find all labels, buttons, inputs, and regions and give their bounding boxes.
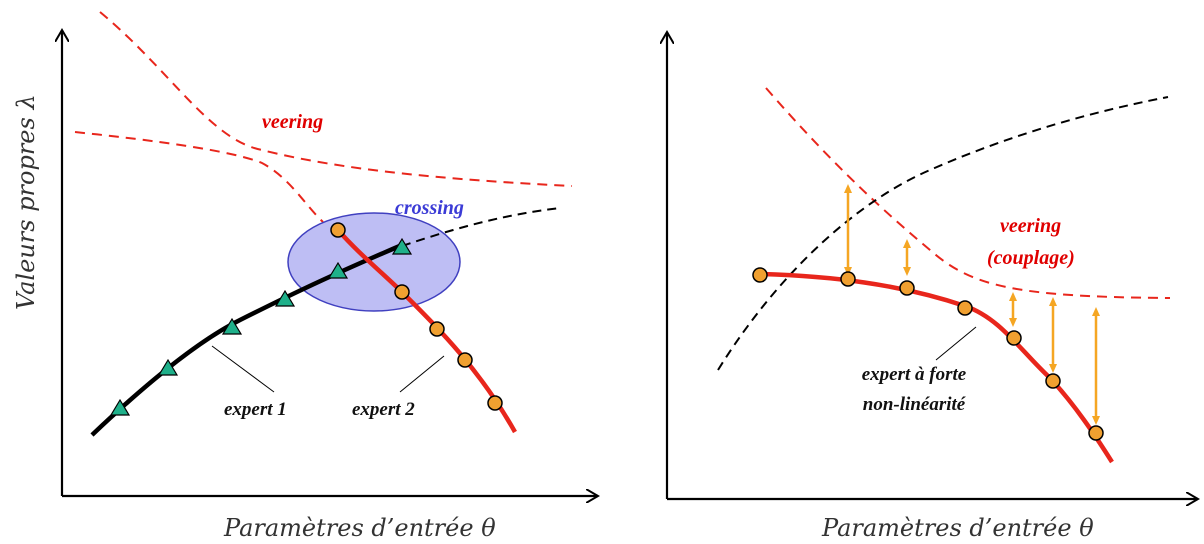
circle-marker-icon — [330, 222, 346, 238]
circle-marker-icon — [1088, 425, 1104, 441]
expert2-curve — [336, 228, 517, 434]
expert1-label: expert 1 — [224, 399, 287, 420]
left-y-axis-title: Valeurs propres λ — [12, 94, 40, 310]
triangle-marker-icon — [274, 289, 296, 307]
circle-marker-icon — [457, 352, 473, 368]
circle-marker-icon — [899, 280, 915, 296]
right-veering-label: veering — [1000, 215, 1061, 237]
left-panel: veering crossing expert 1 expert 2 Valeu… — [12, 11, 598, 542]
circle-marker-icon — [429, 321, 445, 337]
left-veering-label: veering — [262, 111, 323, 133]
left-veering-upper-branch — [99, 11, 573, 187]
left-veering-lower-branch — [74, 131, 324, 223]
triangle-marker-icon — [391, 237, 413, 255]
right-expert-label-line2: non-linéarité — [863, 394, 966, 415]
circle-marker-icon — [957, 300, 973, 316]
circle-marker-icon — [487, 395, 503, 411]
right-panel: veering (couplage) expert à forte non-li… — [667, 32, 1198, 542]
right-expert-markers — [752, 267, 1104, 441]
left-black-dashed-curve — [401, 207, 561, 247]
right-expert-leader-line — [935, 326, 977, 361]
crossing-label: crossing — [395, 197, 464, 219]
expert2-markers — [330, 222, 503, 411]
expert1-markers — [109, 237, 413, 416]
expert2-label: expert 2 — [352, 399, 415, 420]
right-veering-curve — [765, 87, 1171, 299]
triangle-marker-icon — [157, 358, 179, 376]
right-x-axis-title: Paramètres d’entrée θ — [821, 514, 1094, 542]
coupling-arrows — [844, 184, 1100, 425]
expert1-leader-line — [211, 345, 275, 393]
triangle-marker-icon — [221, 317, 243, 335]
crossing-ellipse — [287, 212, 461, 312]
circle-marker-icon — [1006, 330, 1022, 346]
left-x-axis-title: Paramètres d’entrée θ — [223, 514, 496, 542]
right-expert-label-line1: expert à forte — [862, 364, 967, 385]
circle-marker-icon — [394, 284, 410, 300]
circle-marker-icon — [752, 267, 768, 283]
triangle-marker-icon — [327, 261, 349, 279]
triangle-marker-icon — [109, 398, 131, 416]
circle-marker-icon — [1045, 373, 1061, 389]
right-couplage-label: (couplage) — [987, 247, 1075, 269]
expert2-leader-line — [399, 355, 445, 393]
circle-marker-icon — [840, 271, 856, 287]
right-black-dashed-curve — [717, 96, 1169, 371]
